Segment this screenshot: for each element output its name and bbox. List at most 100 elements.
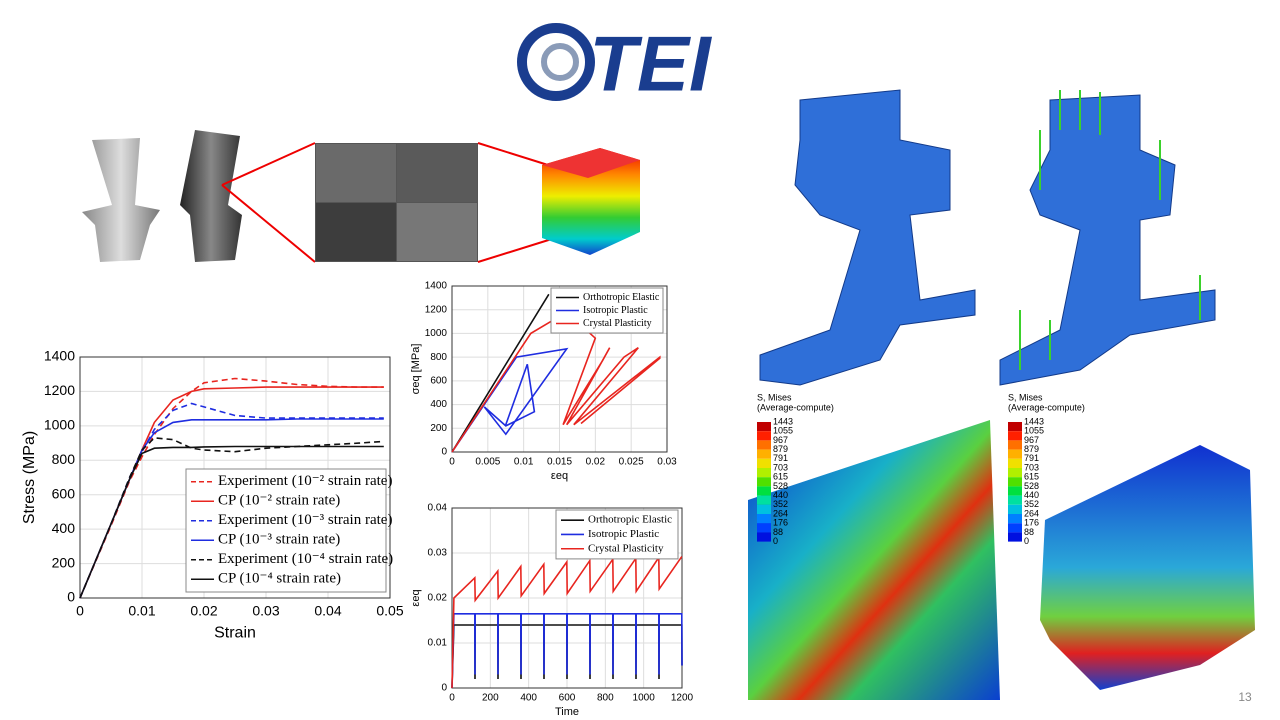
contour-swatch [757, 440, 771, 450]
legend-label: CP (10⁻³ strain rate) [218, 532, 340, 548]
contour-value: 264 [773, 508, 788, 518]
y-tick-label: 800 [430, 352, 447, 363]
y-axis-label: εeq [410, 589, 422, 606]
contour-value: 88 [1024, 527, 1034, 537]
axes-frame [451, 285, 668, 453]
data-line [451, 613, 683, 689]
x-tick-label: 600 [559, 693, 576, 704]
y-tick-label: 400 [430, 399, 447, 410]
legend-label: CP (10⁻² strain rate) [218, 493, 340, 509]
contour-swatch [757, 486, 771, 496]
x-tick-label: 0.02 [190, 603, 217, 619]
contour-title: S, Mises [757, 392, 792, 402]
contour-swatch [1008, 504, 1022, 514]
logo-text: TEI [589, 20, 712, 108]
contour-swatch [757, 449, 771, 459]
y-tick-label: 1200 [425, 304, 448, 315]
contour-value: 176 [773, 518, 788, 528]
contour-swatch [1008, 523, 1022, 533]
contour-swatch [757, 477, 771, 487]
legend-label: Orthotropic Elastic [583, 292, 660, 303]
contour-value: 440 [773, 490, 788, 500]
contour-value: 352 [773, 499, 788, 509]
contour-swatch [757, 532, 771, 542]
data-line [451, 347, 569, 453]
contour-swatch [757, 422, 771, 432]
contour-swatch [757, 431, 771, 441]
y-axis-label: σeq [MPa] [410, 344, 422, 395]
contour-value: 176 [1024, 518, 1039, 528]
y-tick-label: 0.03 [428, 548, 448, 559]
y-tick-label: 400 [52, 520, 76, 536]
x-tick-label: 0.05 [376, 603, 403, 619]
data-line [451, 554, 683, 689]
y-tick-label: 200 [430, 423, 447, 434]
axes-frame [79, 356, 391, 599]
legend-label: Experiment (10⁻⁴ strain rate) [218, 551, 393, 567]
y-tick-label: 800 [52, 451, 76, 467]
contour-swatch [1008, 440, 1022, 450]
contour-value: 88 [773, 527, 783, 537]
y-tick-label: 600 [52, 485, 76, 501]
x-tick-label: 0.01 [128, 603, 155, 619]
y-tick-label: 1400 [44, 348, 75, 364]
contour-value: 1055 [1024, 426, 1044, 436]
legend-label: Crystal Plasticity [583, 318, 652, 329]
contour-value: 440 [1024, 490, 1039, 500]
x-tick-label: 1000 [633, 693, 656, 704]
y-tick-label: 200 [52, 554, 76, 570]
y-tick-label: 0 [441, 447, 447, 458]
contour-value: 0 [773, 536, 778, 546]
legend-label: Orthotropic Elastic [588, 514, 672, 526]
contour-value: 967 [773, 435, 788, 445]
data-line [79, 377, 384, 599]
x-axis-label: Time [555, 706, 579, 718]
x-tick-label: 200 [482, 693, 499, 704]
y-tick-label: 0.01 [428, 638, 448, 649]
contour-value: 264 [1024, 508, 1039, 518]
slide-number: 13 [1238, 690, 1252, 704]
y-tick-label: 0 [67, 589, 75, 605]
legend-label: Isotropic Plastic [583, 305, 648, 316]
contour-swatch [1008, 468, 1022, 478]
x-tick-label: 0.015 [547, 457, 572, 468]
contour-swatch [757, 523, 771, 533]
contour-value: 0 [1024, 536, 1029, 546]
data-line [79, 445, 384, 599]
contour-value: 879 [1024, 444, 1039, 454]
contour-swatch [1008, 458, 1022, 468]
logo: TEI [517, 20, 712, 108]
contour-value: 791 [1024, 453, 1039, 463]
contour-value: 1055 [773, 426, 793, 436]
contour-swatch [1008, 449, 1022, 459]
contour-value: 1443 [1024, 416, 1044, 426]
contour-swatch [1008, 477, 1022, 487]
x-tick-label: 0.04 [314, 603, 341, 619]
y-tick-label: 1400 [425, 281, 448, 292]
fe-models [748, 89, 1255, 700]
x-tick-label: 0.03 [657, 457, 677, 468]
data-line [451, 293, 550, 453]
contour-swatch [757, 458, 771, 468]
legend-box [185, 468, 387, 593]
legend-label: Isotropic Plastic [588, 528, 659, 540]
microstructure-illustration [82, 130, 640, 263]
x-tick-label: 0 [76, 603, 84, 619]
y-axis-label: Stress (MPa) [21, 431, 38, 524]
contour-swatch [1008, 495, 1022, 505]
x-tick-label: 1200 [671, 693, 694, 704]
axes-frame [451, 507, 683, 689]
x-tick-label: 0.01 [514, 457, 534, 468]
contour-value: 352 [1024, 499, 1039, 509]
x-tick-label: 800 [597, 693, 614, 704]
legend-label: CP (10⁻⁴ strain rate) [218, 571, 341, 587]
contour-value: 703 [773, 462, 788, 472]
legend-label: Experiment (10⁻³ strain rate) [218, 512, 392, 528]
contour-swatch [757, 468, 771, 478]
x-tick-label: 0.005 [475, 457, 500, 468]
contour-swatch [1008, 422, 1022, 432]
contour-value: 879 [773, 444, 788, 454]
contour-swatch [1008, 532, 1022, 542]
